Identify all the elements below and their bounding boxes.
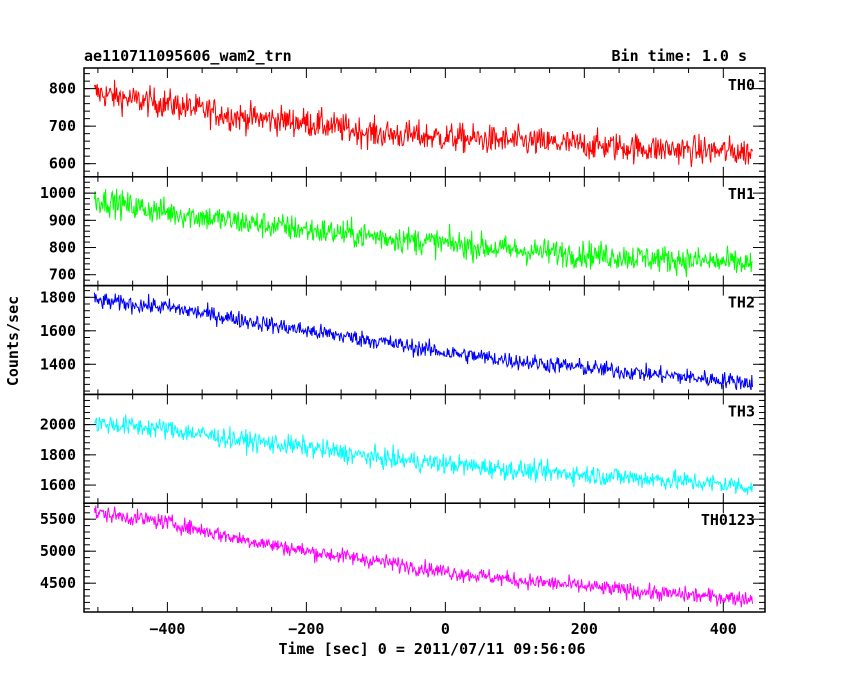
- x-tick-label: 200: [571, 620, 598, 638]
- y-tick-label: 2000: [40, 416, 76, 434]
- y-tick-label: 800: [49, 239, 76, 257]
- y-tick-label: 1800: [40, 446, 76, 464]
- y-axis-label: Counts/sec: [4, 296, 22, 386]
- panel-label: TH3: [728, 402, 755, 420]
- panel-th3: 1600 1800 2000 TH3: [40, 393, 766, 504]
- panel-frame: [83, 67, 766, 178]
- x-tick-label: −400: [149, 620, 185, 638]
- x-tick-label: 400: [710, 620, 737, 638]
- panel-frame: [83, 502, 766, 613]
- y-tick-label: 5500: [40, 510, 76, 528]
- y-tick-label: 900: [49, 211, 76, 229]
- y-tick-label: 1600: [40, 476, 76, 494]
- panels-group: 600 700 800 TH0 700 800 900 1000 TH1 1400 1600 1800…: [40, 67, 766, 613]
- bin-time-label: Bin time: 1.0 s: [612, 47, 747, 65]
- y-tick-label: 1400: [40, 355, 76, 373]
- y-tick-label: 5000: [40, 542, 76, 560]
- y-tick-label: 1600: [40, 322, 76, 340]
- panel-label: TH1: [728, 185, 755, 203]
- panel-th1: 700 800 900 1000 TH1: [40, 176, 766, 287]
- y-tick-label: 4500: [40, 574, 76, 592]
- panel-th0123: 4500 5000 5500 TH0123: [40, 502, 766, 613]
- panel-frame: [83, 176, 766, 287]
- y-tick-label: 600: [49, 155, 76, 173]
- chart-title: ae110711095606_wam2_trn: [84, 47, 292, 65]
- x-tick-label: −200: [288, 620, 324, 638]
- series-line-th1: [93, 188, 753, 277]
- y-tick-label: 1000: [40, 184, 76, 202]
- x-tick-label: 0: [441, 620, 450, 638]
- y-tick-label: 700: [49, 266, 76, 284]
- y-tick-label: 800: [49, 80, 76, 98]
- panel-th0: 600 700 800 TH0: [49, 67, 766, 178]
- x-axis: −400 −200 0 200 400: [149, 620, 737, 638]
- x-axis-label: Time [sec] 0 = 2011/07/11 09:56:06: [278, 640, 585, 658]
- series-line-th0: [93, 79, 753, 168]
- panel-frame: [83, 393, 766, 504]
- y-tick-label: 700: [49, 117, 76, 135]
- series-line-th0123: [93, 505, 753, 608]
- series-line-th2: [93, 292, 753, 391]
- panel-label: TH0: [728, 76, 755, 94]
- panel-label: TH0123: [701, 511, 755, 529]
- y-tick-label: 1800: [40, 288, 76, 306]
- panel-label: TH2: [728, 294, 755, 312]
- series-line-th3: [93, 414, 753, 495]
- panel-th2: 1400 1600 1800 TH2: [40, 284, 766, 396]
